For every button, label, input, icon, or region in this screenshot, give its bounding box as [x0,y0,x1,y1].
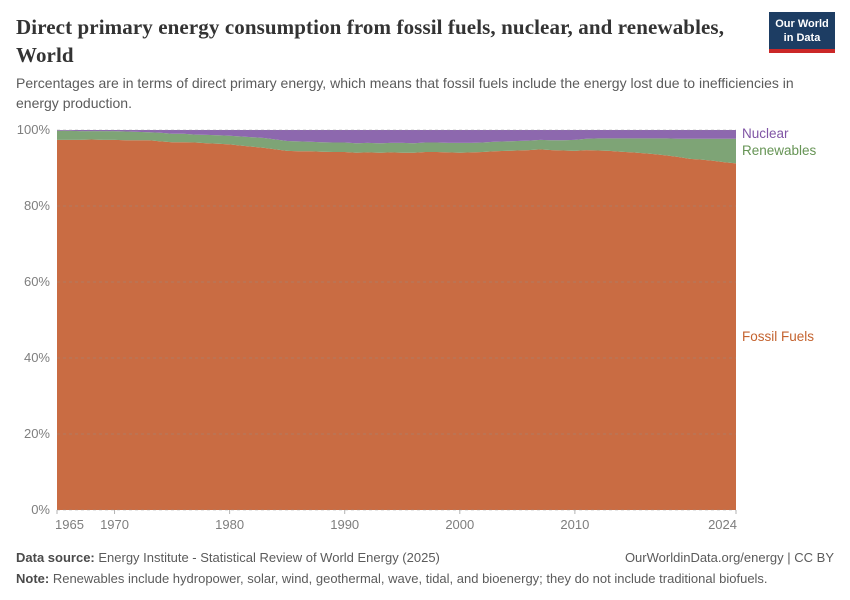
y-tick-label-100: 100% [16,122,50,137]
x-tick-label-2000: 2000 [445,517,475,532]
x-tick-label-1970: 1970 [100,517,129,532]
series-label-nuclear[interactable]: Nuclear [742,126,789,142]
series-label-fossil-fuels[interactable]: Fossil Fuels [742,328,815,344]
data-source-line: Data source: Energy Institute - Statisti… [16,548,440,569]
chart-footer: Data source: Energy Institute - Statisti… [16,548,834,590]
note-label: Note: [16,570,50,586]
y-tick-label-80: 80% [23,198,50,213]
owid-logo[interactable]: Our World in Data [769,12,835,53]
owid-logo-line1: Our World [775,18,829,30]
page-title: Direct primary energy consumption from f… [16,15,725,67]
area-renewables[interactable] [57,130,736,164]
data-source-label: Data source: [16,550,95,565]
x-tick-label-2010: 2010 [560,517,590,532]
y-tick-label-0: 0% [31,502,50,517]
license-link[interactable]: OurWorldinData.org/energy | CC BY [624,550,834,565]
chart-area: 0% 20% 40% 60% 80% 100% 1965 1970 1980 1990 2000 2… [0,0,850,545]
x-tick-label-1980: 1980 [215,517,245,532]
x-tick-label-2024: 2024 [708,517,737,532]
stacked-area-plot[interactable] [0,0,850,545]
x-tick-label-1990: 1990 [330,517,360,532]
series-label-renewables[interactable]: Renewables [742,143,817,159]
data-source-text: Energy Institute - Statistical Review of… [94,550,440,565]
page-subtitle: Percentages are in terms of direct prima… [16,75,794,111]
y-tick-label-40: 40% [23,350,50,365]
area-nuclear[interactable] [57,130,736,144]
area-fossil-fuels[interactable] [57,139,736,511]
y-tick-label-60: 60% [23,274,50,289]
note-text: Renewables include hydropower, solar, wi… [49,570,768,586]
y-tick-label-20: 20% [23,426,50,441]
owid-logo-line2: in Data [783,31,821,44]
x-tick-label-1965: 1965 [55,517,84,532]
